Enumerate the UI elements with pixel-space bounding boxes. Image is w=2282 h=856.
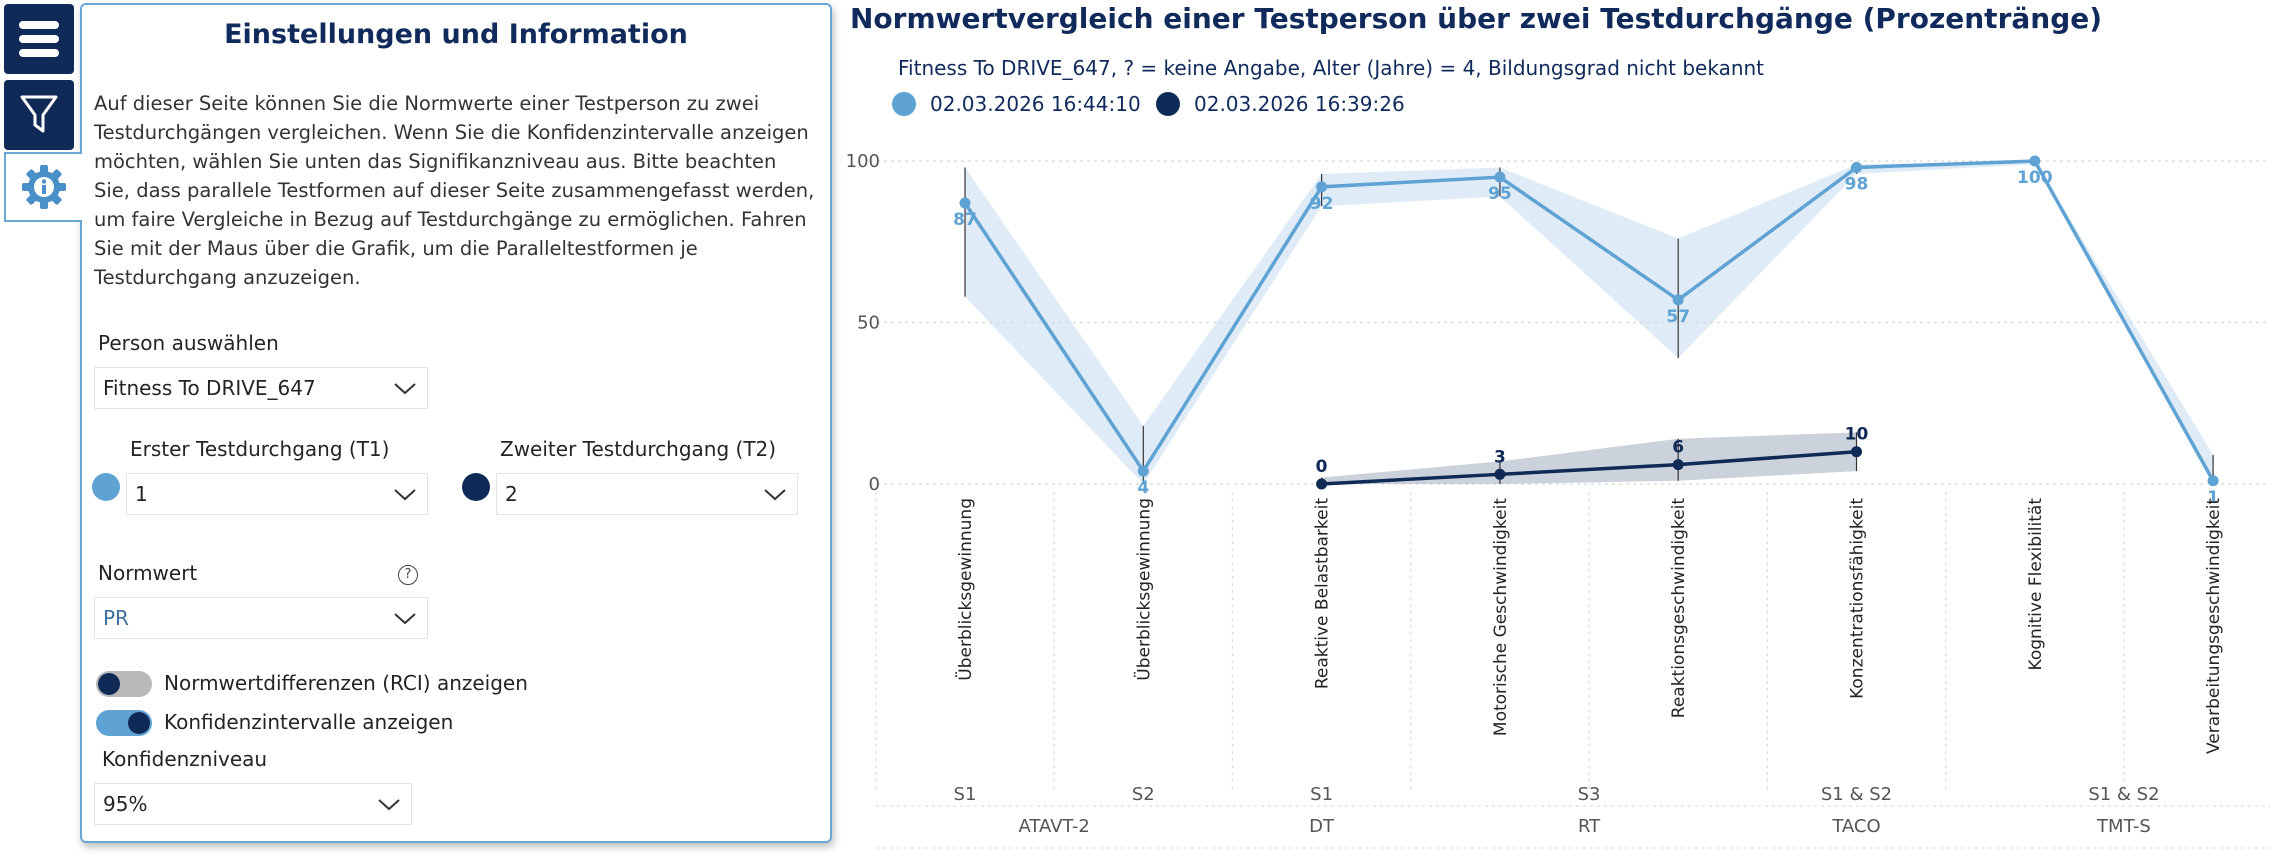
series-line-2 [1321, 449, 1857, 486]
settings-tab[interactable] [4, 152, 82, 222]
rci-toggle[interactable] [96, 671, 152, 697]
t2-dropdown[interactable]: 2 [496, 473, 798, 515]
data-label-series-1: 98 [1845, 174, 1869, 194]
t2-color-dot [462, 473, 490, 501]
x-category-label: Reaktive Belastbarkeit [1313, 498, 1333, 689]
t2-label: Zweiter Testdurchgang (T2) [500, 437, 777, 461]
x-category-label: Reaktionsgeschwindigkeit [1669, 498, 1689, 719]
panel-description: Auf dieser Seite können Sie die Normwert… [94, 92, 815, 289]
test-group-label: DT [1309, 816, 1335, 837]
gear-info-icon [22, 165, 66, 209]
legend-dot-t1 [892, 92, 916, 116]
filter-button[interactable] [4, 80, 74, 150]
data-label-series-2: 0 [1316, 457, 1328, 477]
legend-item-t2[interactable]: 02.03.2026 16:39:26 [1156, 92, 1405, 116]
hamburger-menu-icon [19, 21, 59, 57]
data-point-series-1 [1137, 465, 1149, 477]
x-category-label: Konzentrationsfähigkeit [1848, 498, 1868, 699]
test-group-label: TMT-S [2096, 816, 2151, 837]
legend-label-t2: 02.03.2026 16:39:26 [1194, 92, 1405, 116]
x-category-label: Verarbeitungsgeschwindigkeit [2204, 498, 2224, 754]
legend-item-t1[interactable]: 02.03.2026 16:44:10 [892, 92, 1141, 116]
legend-dot-t2 [1156, 92, 1180, 116]
normwert-value: PR [103, 606, 129, 630]
funnel-filter-icon [20, 95, 58, 133]
test-group-label: ATAVT-2 [1019, 816, 1090, 837]
subtest-group-label: S2 [1132, 784, 1155, 805]
t1-value: 1 [135, 482, 148, 506]
level-value: 95% [103, 792, 148, 816]
data-label-series-1: 4 [1137, 478, 1149, 498]
data-point-series-2 [1672, 459, 1684, 471]
menu-button[interactable] [4, 4, 74, 74]
data-point-series-1 [1672, 294, 1684, 306]
chevron-down-icon [394, 489, 416, 501]
data-point-series-1 [2207, 475, 2219, 487]
y-tick-label-0: 0 [869, 474, 880, 495]
data-point-series-2 [1494, 468, 1506, 480]
level-label: Konfidenzniveau [102, 747, 268, 771]
t1-label: Erster Testdurchgang (T1) [130, 437, 390, 461]
data-point-series-1 [959, 197, 971, 209]
ci-band-series-1 [965, 161, 2214, 484]
panel-title: Einstellungen und Information [224, 19, 688, 50]
ci-label: Konfidenzintervalle anzeigen [164, 710, 454, 734]
data-label-series-2: 10 [1845, 425, 1869, 445]
chart-subtitle: Fitness To DRIVE_647, ? = keine Angabe, … [898, 56, 1765, 80]
data-label-series-1: 57 [1666, 307, 1690, 327]
ci-toggle[interactable] [96, 710, 152, 736]
data-point-series-2 [1316, 478, 1328, 490]
data-label-series-2: 6 [1672, 438, 1684, 458]
data-point-series-1 [2029, 155, 2041, 167]
t2-value: 2 [505, 482, 518, 506]
data-label-series-1: 87 [953, 210, 977, 230]
test-group-label: TACO [1831, 816, 1880, 837]
x-category-label: Überblicksgewinnung [954, 498, 976, 681]
normwert-label: Normwert [98, 561, 198, 585]
settings-panel: Einstellungen und Information Auf dieser… [80, 3, 832, 843]
person-dropdown[interactable]: Fitness To DRIVE_647 [94, 367, 428, 409]
data-label-series-2: 3 [1494, 447, 1506, 467]
x-category-label: Kognitive Flexibilität [2026, 498, 2046, 671]
x-category-label: Überblicksgewinnung [1132, 498, 1154, 681]
chevron-down-icon [394, 613, 416, 625]
rci-label: Normwertdifferenzen (RCI) anzeigen [164, 671, 528, 695]
subtest-group-label: S1 [1310, 784, 1333, 805]
data-point-series-1 [1494, 171, 1506, 183]
data-point-series-2 [1851, 446, 1862, 458]
subtest-group-label: S3 [1578, 784, 1601, 805]
level-dropdown[interactable]: 95% [94, 783, 412, 825]
test-group-label: RT [1578, 816, 1601, 837]
chevron-down-icon [394, 383, 416, 395]
data-point-series-1 [1316, 181, 1328, 193]
subtest-group-label: S1 & S2 [1821, 784, 1892, 805]
chart-title: Normwertvergleich einer Testperson über … [850, 2, 2103, 35]
data-label-series-1: 92 [1310, 194, 1334, 214]
legend-label-t1: 02.03.2026 16:44:10 [930, 92, 1141, 116]
chevron-down-icon [378, 799, 400, 811]
rci-toggle-knob [98, 673, 120, 695]
subtest-group-label: S1 [954, 784, 977, 805]
y-tick-label-50: 50 [857, 313, 880, 334]
series-line-1 [963, 159, 2215, 482]
help-icon[interactable]: ? [398, 565, 418, 585]
ci-band-series-2 [1321, 432, 1857, 484]
person-value: Fitness To DRIVE_647 [103, 376, 316, 400]
x-category-label: Motorische Geschwindigkeit [1491, 498, 1511, 736]
t1-dropdown[interactable]: 1 [126, 473, 428, 515]
data-label-series-1: 95 [1488, 184, 1512, 204]
person-label: Person auswählen [98, 331, 279, 355]
data-label-series-1: 1 [2207, 488, 2219, 508]
normwert-dropdown[interactable]: PR [94, 597, 428, 639]
data-point-series-1 [1851, 161, 1862, 173]
subtest-group-label: S1 & S2 [2088, 784, 2159, 805]
t1-color-dot [92, 473, 120, 501]
chevron-down-icon [764, 489, 786, 501]
y-tick-label-100: 100 [846, 151, 880, 172]
ci-toggle-knob [128, 712, 150, 734]
data-label-series-1: 100 [2017, 168, 2053, 188]
